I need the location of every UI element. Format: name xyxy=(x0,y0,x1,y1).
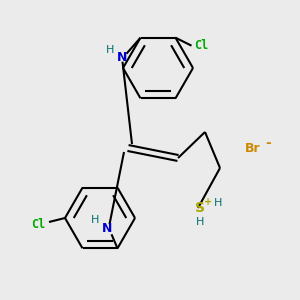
Text: S: S xyxy=(195,201,205,215)
Text: Cl: Cl xyxy=(194,39,209,52)
Text: +: + xyxy=(204,197,212,207)
Text: N: N xyxy=(117,51,128,64)
Text: Cl: Cl xyxy=(31,218,45,232)
Text: -: - xyxy=(265,136,271,150)
Text: H: H xyxy=(91,215,100,225)
Text: N: N xyxy=(102,222,113,235)
Text: H: H xyxy=(214,198,222,208)
Text: H: H xyxy=(106,45,115,55)
Text: H: H xyxy=(196,217,204,227)
Text: Br: Br xyxy=(245,142,261,154)
